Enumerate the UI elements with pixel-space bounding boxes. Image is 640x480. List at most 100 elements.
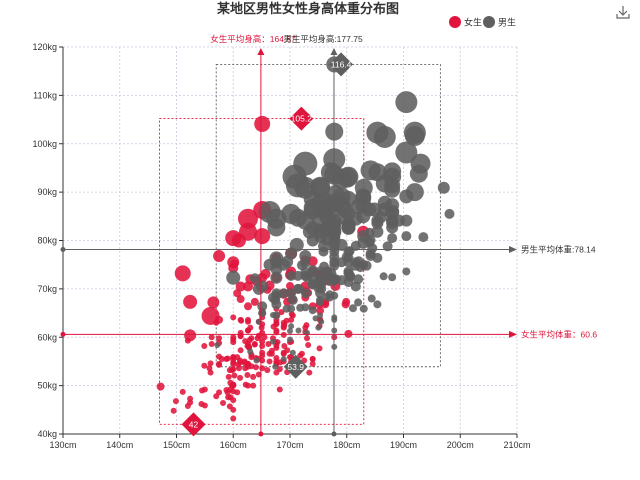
female-point[interactable] bbox=[201, 362, 208, 369]
female-point[interactable] bbox=[207, 360, 214, 367]
female-point[interactable] bbox=[254, 335, 261, 342]
female-point[interactable] bbox=[170, 407, 177, 414]
female-point[interactable] bbox=[259, 342, 266, 349]
female-point[interactable] bbox=[284, 347, 291, 354]
female-point[interactable] bbox=[255, 371, 262, 378]
male-point[interactable] bbox=[350, 281, 361, 292]
male-point[interactable] bbox=[341, 218, 356, 233]
female-point[interactable] bbox=[230, 356, 237, 363]
female-point[interactable] bbox=[298, 350, 305, 357]
female-point[interactable] bbox=[309, 356, 316, 363]
female-point[interactable] bbox=[223, 386, 230, 393]
female-point[interactable] bbox=[316, 306, 325, 315]
female-point[interactable] bbox=[305, 341, 312, 348]
male-point[interactable] bbox=[272, 363, 279, 370]
male-point[interactable] bbox=[281, 203, 302, 224]
female-point[interactable] bbox=[230, 366, 237, 373]
male-point[interactable] bbox=[269, 338, 276, 345]
female-point[interactable] bbox=[237, 374, 244, 381]
male-point[interactable] bbox=[249, 273, 260, 284]
male-point[interactable] bbox=[359, 304, 368, 313]
female-point[interactable] bbox=[278, 309, 285, 316]
male-point[interactable] bbox=[300, 288, 311, 299]
male-point[interactable] bbox=[296, 303, 305, 312]
female-point[interactable] bbox=[250, 373, 257, 380]
male-point[interactable] bbox=[257, 301, 268, 312]
female-point[interactable] bbox=[225, 230, 242, 247]
female-point[interactable] bbox=[244, 302, 253, 311]
female-point[interactable] bbox=[225, 373, 232, 380]
male-point[interactable] bbox=[214, 341, 221, 348]
female-point[interactable] bbox=[201, 306, 220, 325]
male-point[interactable] bbox=[437, 181, 450, 194]
female-point[interactable] bbox=[223, 356, 230, 363]
female-point[interactable] bbox=[230, 415, 237, 422]
legend-label-female[interactable]: 女生 bbox=[464, 17, 482, 28]
male-point[interactable] bbox=[310, 176, 331, 197]
female-point[interactable] bbox=[251, 341, 258, 348]
male-point[interactable] bbox=[292, 270, 303, 281]
female-point[interactable] bbox=[259, 329, 266, 336]
female-point[interactable] bbox=[288, 316, 295, 323]
download-icon[interactable] bbox=[616, 6, 630, 19]
male-point[interactable] bbox=[383, 162, 402, 181]
male-point[interactable] bbox=[288, 323, 295, 330]
male-point[interactable] bbox=[287, 336, 293, 343]
male-point[interactable] bbox=[256, 280, 269, 293]
male-point[interactable] bbox=[354, 298, 363, 307]
female-point[interactable] bbox=[245, 382, 252, 389]
male-point[interactable] bbox=[399, 189, 414, 204]
female-point[interactable] bbox=[274, 339, 281, 346]
male-point[interactable] bbox=[226, 270, 241, 285]
male-point[interactable] bbox=[315, 324, 322, 331]
male-point[interactable] bbox=[410, 153, 431, 174]
female-point[interactable] bbox=[273, 321, 280, 328]
male-point[interactable] bbox=[271, 299, 282, 310]
female-point[interactable] bbox=[238, 208, 259, 229]
female-point[interactable] bbox=[243, 281, 254, 292]
female-point[interactable] bbox=[264, 367, 271, 374]
male-point[interactable] bbox=[388, 273, 397, 282]
female-point[interactable] bbox=[306, 369, 313, 376]
legend-label-male[interactable]: 男生 bbox=[498, 17, 516, 28]
female-point[interactable] bbox=[216, 360, 223, 367]
male-point[interactable] bbox=[332, 187, 351, 206]
female-point[interactable] bbox=[187, 395, 194, 402]
female-point[interactable] bbox=[302, 324, 309, 331]
female-point[interactable] bbox=[280, 319, 287, 326]
female-point[interactable] bbox=[230, 406, 237, 413]
female-point[interactable] bbox=[201, 386, 208, 393]
female-point[interactable] bbox=[220, 400, 227, 407]
female-point[interactable] bbox=[254, 228, 271, 245]
male-point[interactable] bbox=[379, 272, 388, 281]
female-point[interactable] bbox=[341, 300, 350, 309]
legend[interactable]: 女生 男生 bbox=[449, 16, 516, 28]
female-point[interactable] bbox=[239, 222, 258, 241]
male-point[interactable] bbox=[280, 356, 287, 363]
female-point[interactable] bbox=[237, 316, 244, 323]
female-point[interactable] bbox=[227, 256, 240, 269]
female-point[interactable] bbox=[245, 327, 252, 334]
female-point[interactable] bbox=[268, 350, 275, 357]
male-point[interactable] bbox=[336, 275, 347, 286]
male-point[interactable] bbox=[387, 233, 398, 244]
female-point[interactable] bbox=[230, 334, 237, 341]
female-point[interactable] bbox=[234, 389, 241, 396]
male-point[interactable] bbox=[308, 306, 317, 315]
male-point[interactable] bbox=[400, 214, 413, 227]
male-point[interactable] bbox=[292, 283, 303, 294]
male-point[interactable] bbox=[316, 297, 325, 306]
male-point[interactable] bbox=[270, 271, 283, 284]
female-point[interactable] bbox=[304, 335, 311, 342]
male-point[interactable] bbox=[253, 357, 260, 364]
female-point[interactable] bbox=[230, 339, 237, 346]
female-point[interactable] bbox=[227, 394, 234, 401]
male-point[interactable] bbox=[287, 304, 296, 313]
female-point[interactable] bbox=[208, 334, 215, 341]
male-point[interactable] bbox=[271, 288, 282, 299]
female-point[interactable] bbox=[259, 349, 266, 356]
female-point[interactable] bbox=[174, 265, 191, 282]
male-point[interactable] bbox=[269, 251, 284, 266]
male-point[interactable] bbox=[267, 218, 286, 237]
female-point[interactable] bbox=[245, 360, 252, 367]
